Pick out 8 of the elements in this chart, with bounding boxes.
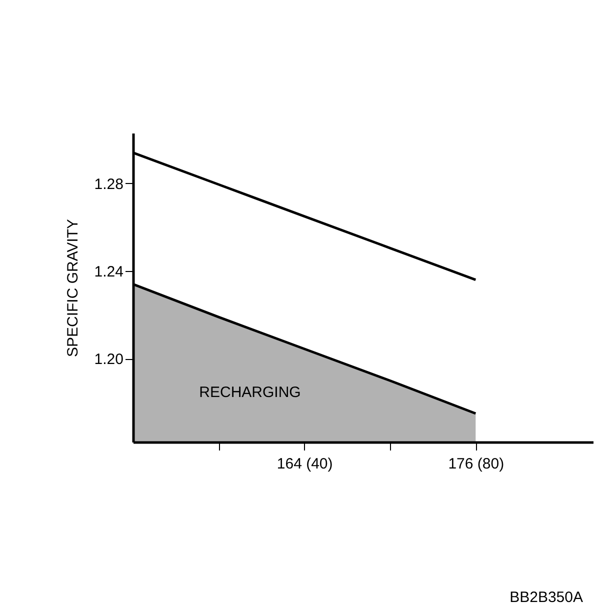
y-tick-label: 1.20 xyxy=(94,351,124,368)
x-tick-label: 164 (40) xyxy=(276,456,333,472)
y-tick-label: 1.28 xyxy=(94,176,124,193)
y-axis-title: SPECIFIC GRAVITY xyxy=(64,218,82,358)
y-tick-label: 1.24 xyxy=(94,264,124,281)
annotation: RECHARGING xyxy=(199,384,301,401)
text: BB2B350A xyxy=(510,589,583,606)
x-tick-label: 176 (80) xyxy=(448,456,504,472)
